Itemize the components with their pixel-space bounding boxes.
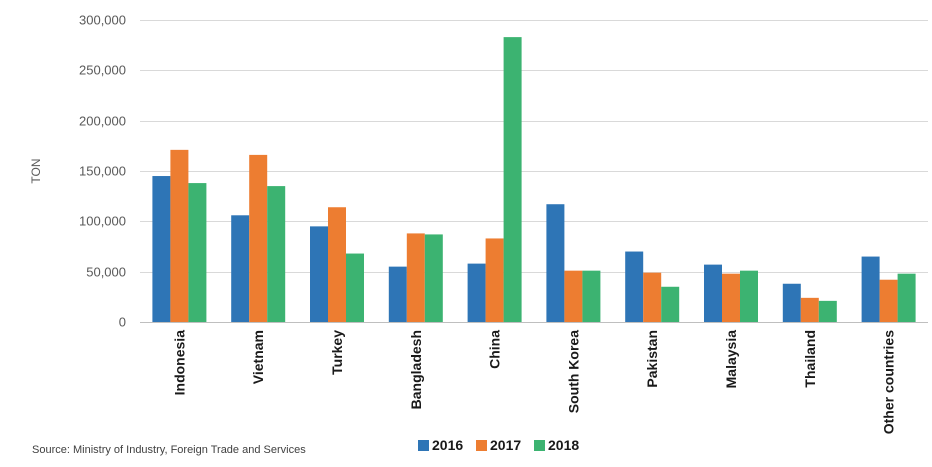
bar-2018-thailand bbox=[818, 300, 837, 322]
bar-2016-south-korea bbox=[546, 204, 565, 322]
bar-2017-south-korea bbox=[564, 270, 583, 322]
legend-label-2016: 2016 bbox=[432, 437, 463, 453]
bar-2016-bangladesh bbox=[388, 266, 407, 322]
y-tick-label: 300,000 bbox=[79, 13, 126, 28]
x-axis-category-labels: Indonesia Vietnam Turkey Bangladesh China Sou… bbox=[171, 330, 896, 434]
y-tick-label: 200,000 bbox=[79, 114, 126, 129]
bar-2017-indonesia bbox=[170, 149, 189, 322]
bar-2016-other-countries bbox=[861, 256, 880, 322]
bars bbox=[152, 37, 916, 322]
y-axis-ticks: 0 50,000 100,000 150,000 200,000 250,000 300,0… bbox=[79, 13, 126, 330]
x-category-label: Indonesia bbox=[171, 330, 187, 396]
x-category-label: Bangladesh bbox=[408, 330, 424, 409]
bar-2017-vietnam bbox=[249, 154, 268, 322]
bar-2016-indonesia bbox=[152, 176, 171, 322]
bar-2016-malaysia bbox=[704, 264, 722, 322]
y-axis-title: TON bbox=[29, 158, 43, 183]
bar-2017-malaysia bbox=[722, 273, 740, 322]
x-category-label: Pakistan bbox=[644, 330, 660, 388]
bar-2016-vietnam bbox=[231, 215, 250, 322]
source-note: Source: Ministry of Industry, Foreign Tr… bbox=[32, 444, 306, 456]
bar-2018-bangladesh bbox=[424, 234, 443, 322]
bar-2018-indonesia bbox=[188, 183, 207, 322]
x-category-label: South Korea bbox=[565, 330, 581, 413]
bar-2017-bangladesh bbox=[406, 233, 425, 322]
x-category-label: Malaysia bbox=[723, 330, 739, 389]
legend-swatch-2017 bbox=[476, 440, 487, 451]
y-tick-label: 150,000 bbox=[79, 164, 126, 179]
bar-2017-thailand bbox=[800, 297, 819, 322]
bar-2017-turkey bbox=[328, 207, 346, 322]
y-tick-label: 250,000 bbox=[79, 63, 126, 78]
legend-swatch-2016 bbox=[418, 440, 429, 451]
bar-2018-vietnam bbox=[267, 186, 286, 322]
bar-2018-turkey bbox=[346, 253, 364, 322]
bar-2017-china bbox=[485, 238, 504, 322]
x-category-label: Thailand bbox=[802, 330, 818, 388]
x-category-label: Vietnam bbox=[250, 330, 266, 384]
legend-swatch-2018 bbox=[534, 440, 545, 451]
legend-label-2017: 2017 bbox=[490, 437, 521, 453]
bar-2017-pakistan bbox=[643, 272, 662, 322]
bar-2016-thailand bbox=[782, 283, 801, 322]
bar-2018-malaysia bbox=[740, 270, 758, 322]
x-category-label: China bbox=[487, 330, 503, 369]
y-tick-label: 100,000 bbox=[79, 214, 126, 229]
bar-2016-turkey bbox=[310, 226, 328, 322]
y-tick-label: 50,000 bbox=[86, 265, 126, 280]
x-category-label: Turkey bbox=[329, 330, 345, 375]
bar-2017-other-countries bbox=[879, 279, 898, 322]
bar-2016-pakistan bbox=[625, 251, 644, 322]
bar-2016-china bbox=[467, 263, 486, 322]
bar-2018-south-korea bbox=[582, 270, 601, 322]
x-category-label: Other countries bbox=[881, 330, 897, 434]
y-tick-label: 0 bbox=[119, 315, 126, 330]
legend: 2016 2017 2018 bbox=[418, 437, 579, 453]
legend-label-2018: 2018 bbox=[548, 437, 579, 453]
bar-2018-china bbox=[503, 37, 522, 322]
bar-2018-pakistan bbox=[661, 286, 680, 322]
bar-2018-other-countries bbox=[897, 273, 916, 322]
